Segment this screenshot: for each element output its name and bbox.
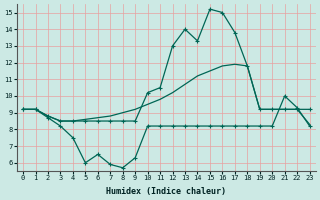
X-axis label: Humidex (Indice chaleur): Humidex (Indice chaleur) xyxy=(106,187,226,196)
